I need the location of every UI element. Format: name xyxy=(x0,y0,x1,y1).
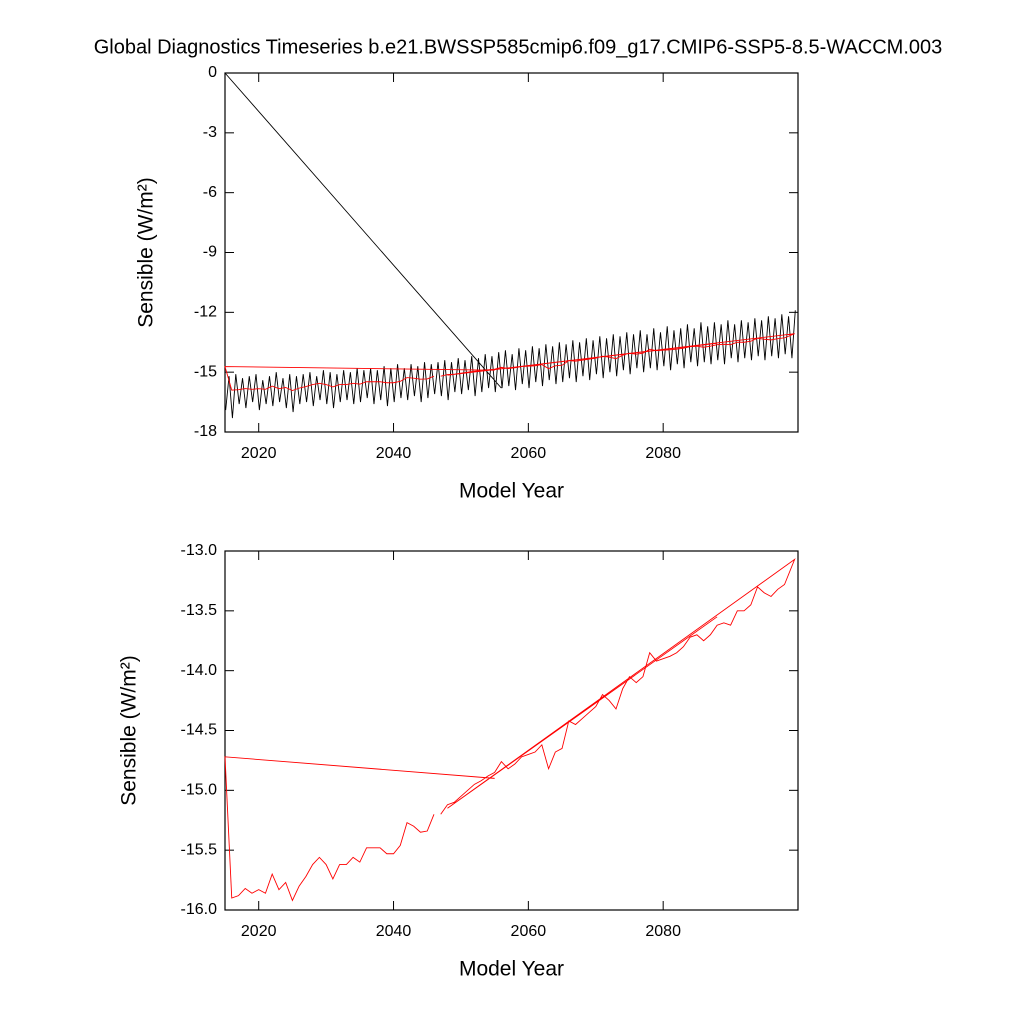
chart-title: Global Diagnostics Timeseries b.e21.BWSS… xyxy=(94,36,943,58)
series-line xyxy=(224,333,795,392)
series-line xyxy=(224,558,796,902)
y-tick-label: -15.5 xyxy=(181,841,218,858)
plot-frame xyxy=(224,550,799,911)
y-tick-label: -15 xyxy=(194,363,217,380)
y-tick-label: -3 xyxy=(203,124,217,141)
series-line xyxy=(224,72,796,419)
x-tick-label: 2040 xyxy=(376,923,412,940)
y-tick-label: -16.0 xyxy=(181,901,218,918)
x-tick-label: 2040 xyxy=(376,445,412,462)
x-tick-label: 2020 xyxy=(241,923,277,940)
x-axis-label: Model Year xyxy=(459,958,564,981)
y-tick-label: -13.5 xyxy=(181,602,218,619)
x-axis-label: Model Year xyxy=(459,480,564,503)
y-tick-label: -9 xyxy=(203,244,217,261)
y-tick-label: -6 xyxy=(203,184,217,201)
y-tick-label: -14.5 xyxy=(181,722,218,739)
y-tick-label: 0 xyxy=(208,64,217,81)
y-tick-label: -13.0 xyxy=(181,542,218,559)
y-tick-label: -15.0 xyxy=(181,782,218,799)
x-tick-label: 2020 xyxy=(241,445,277,462)
y-axis-label: Sensible (W/m²) xyxy=(118,655,141,806)
x-tick-label: 2060 xyxy=(511,445,547,462)
y-tick-label: -18 xyxy=(194,423,217,440)
y-tick-label: -12 xyxy=(194,304,217,321)
y-tick-label: -14.0 xyxy=(181,662,218,679)
x-tick-label: 2080 xyxy=(645,445,681,462)
y-axis-label: Sensible (W/m²) xyxy=(135,177,158,328)
x-tick-label: 2080 xyxy=(645,923,681,940)
x-tick-label: 2060 xyxy=(511,923,547,940)
